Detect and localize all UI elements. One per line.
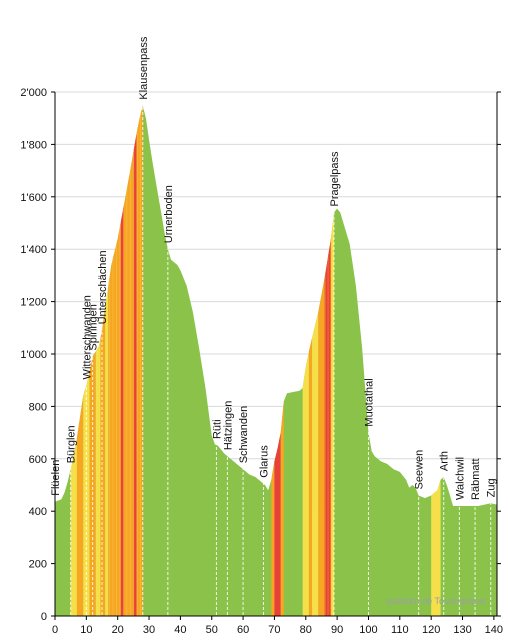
- x-tick-label: 70: [268, 624, 280, 636]
- x-tick-label: 110: [391, 624, 409, 636]
- place-label: Walchwil: [454, 457, 466, 500]
- x-tick-label: 10: [80, 624, 92, 636]
- gradient-band-very-steep: [120, 105, 124, 616]
- x-tick-label: 100: [359, 624, 377, 636]
- elevation-area: [55, 105, 497, 616]
- gradient-band-very-steep: [133, 105, 137, 616]
- place-label: Rüti: [211, 419, 223, 439]
- y-tick-label: 2'000: [20, 87, 47, 99]
- place-label: Schwanden: [238, 406, 250, 464]
- x-axis-ticks: 0 10 20 30 40 50 60 70 80 90 100 110 120 130 140: [52, 616, 503, 636]
- place-label: Bürglen: [66, 425, 78, 463]
- gradient-band-moderate: [312, 105, 319, 616]
- y-axis-ticks: 0 200 400 600 800 1'000 1'200 1'400 1'600 1'800 2'…: [20, 87, 501, 623]
- place-label: Flüelen: [50, 460, 62, 496]
- y-tick-label: 600: [29, 454, 47, 466]
- y-tick-label: 1'800: [20, 139, 47, 151]
- x-tick-label: 50: [206, 624, 218, 636]
- x-tick-label: 20: [112, 624, 124, 636]
- x-tick-label: 0: [52, 624, 58, 636]
- place-label: Witterschwanden: [81, 295, 93, 379]
- x-tick-label: 90: [331, 624, 343, 636]
- place-label: Arth: [439, 451, 451, 471]
- y-tick-label: 1'600: [20, 192, 47, 204]
- x-tick-label: 40: [174, 624, 186, 636]
- place-label: Klausenpass: [138, 36, 150, 99]
- x-tick-label: 140: [485, 624, 503, 636]
- place-label: Hätzingen: [222, 401, 234, 451]
- gradient-band-moderate: [105, 105, 109, 616]
- x-tick-label: 80: [300, 624, 312, 636]
- gradient-band-steep: [89, 105, 96, 616]
- y-tick-label: 400: [29, 506, 47, 518]
- x-tick-label: 60: [237, 624, 249, 636]
- gradient-band-steep: [108, 105, 143, 616]
- gradient-band-steep: [308, 105, 313, 616]
- y-tick-label: 800: [29, 401, 47, 413]
- x-tick-label: 30: [143, 624, 155, 636]
- y-tick-label: 1'400: [20, 244, 47, 256]
- place-label: Glarus: [258, 445, 270, 478]
- gradient-band-moderate: [330, 105, 334, 616]
- y-tick-label: 0: [41, 611, 47, 623]
- place-label: Räbmatt: [470, 458, 482, 500]
- place-label: Pragelpass: [329, 151, 341, 207]
- y-tick-label: 1'000: [20, 349, 47, 361]
- place-label: Muotathal: [363, 378, 375, 426]
- y-tick-label: 1'200: [20, 297, 47, 309]
- gradient-band-steep: [100, 105, 106, 616]
- x-tick-label: 120: [422, 624, 440, 636]
- y-tick-label: 200: [29, 559, 47, 571]
- place-labels: Flüelen Bürglen WitterschwandenSpiringenUn…: [50, 36, 498, 500]
- place-label: Spiringen: [88, 304, 100, 350]
- place-label: Urnerboden: [163, 185, 175, 243]
- place-label: Seewen: [414, 450, 426, 490]
- gradient-band-steep: [318, 105, 325, 616]
- watermark-text: quäldich.de Tourenplaner: [386, 596, 487, 606]
- x-tick-label: 130: [453, 624, 471, 636]
- place-label: Unterschächen: [97, 250, 109, 324]
- gradient-band-moderate: [95, 105, 101, 616]
- place-label: Zug: [486, 478, 498, 497]
